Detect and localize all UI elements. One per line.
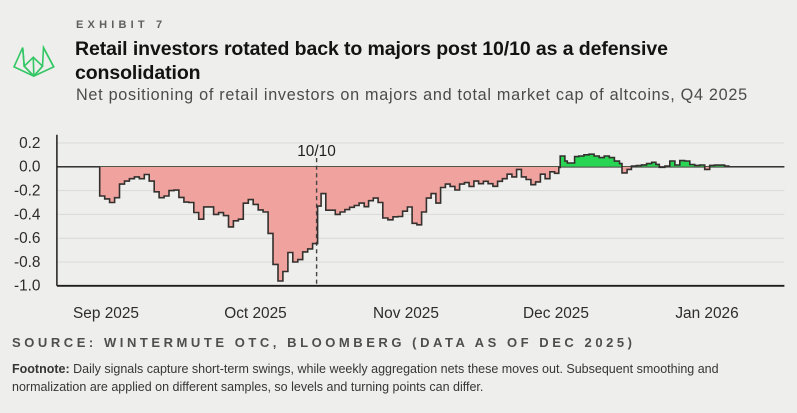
svg-text:Dec 2025: Dec 2025 — [523, 305, 589, 322]
svg-text:Oct 2025: Oct 2025 — [224, 305, 286, 322]
svg-text:-0.6: -0.6 — [14, 230, 41, 247]
svg-text:10/10: 10/10 — [297, 143, 336, 160]
svg-text:Jan 2026: Jan 2026 — [675, 305, 738, 322]
svg-text:Nov 2025: Nov 2025 — [373, 305, 439, 322]
svg-text:Sep 2025: Sep 2025 — [73, 305, 139, 322]
svg-text:-0.8: -0.8 — [14, 254, 41, 271]
svg-text:-0.4: -0.4 — [14, 206, 41, 223]
svg-text:-0.2: -0.2 — [14, 183, 41, 200]
svg-text:-1.0: -1.0 — [14, 278, 41, 295]
svg-text:0.0: 0.0 — [19, 159, 40, 176]
svg-text:0.2: 0.2 — [19, 135, 40, 152]
